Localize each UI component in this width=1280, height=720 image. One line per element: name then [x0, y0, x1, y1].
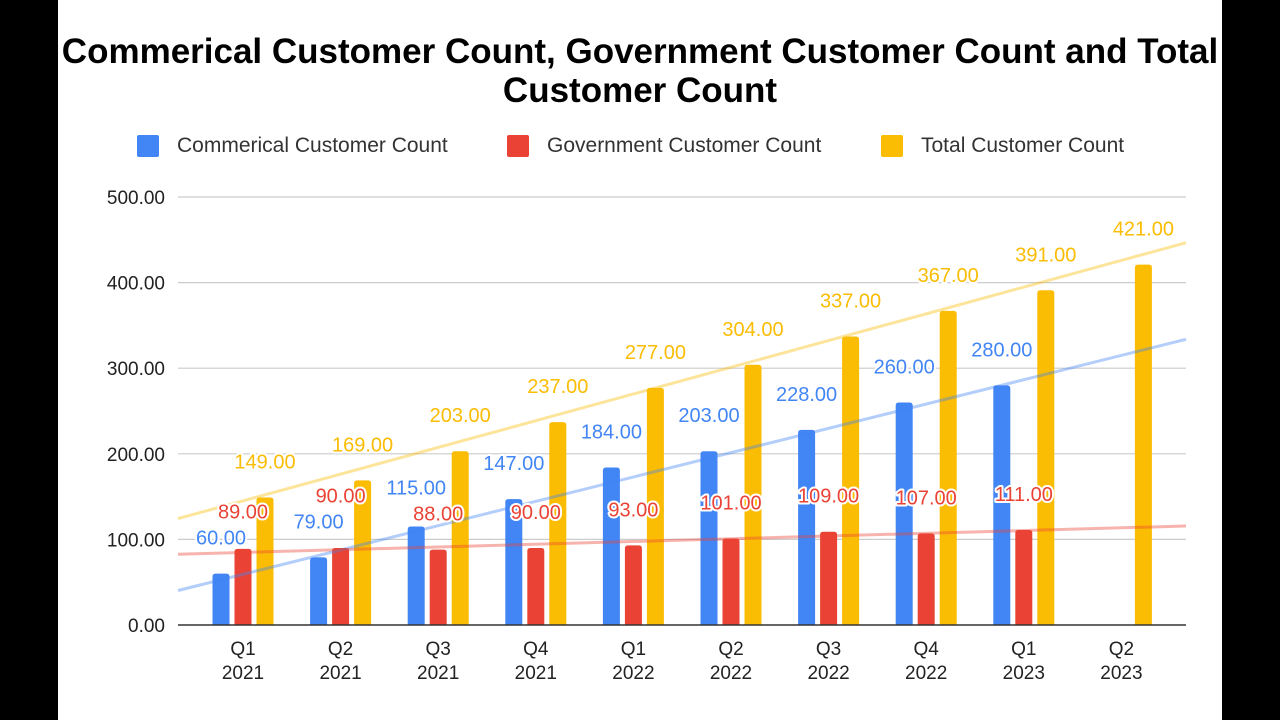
y-tick-label: 0.00	[128, 616, 165, 637]
legend-item: Government Customer Count	[507, 134, 821, 158]
x-tick-label: 2021	[417, 663, 459, 684]
bar	[1015, 529, 1033, 625]
y-tick-label: 200.00	[107, 445, 165, 466]
bar	[722, 538, 740, 625]
bar	[646, 387, 664, 625]
x-tick-label: 2022	[612, 663, 654, 684]
bar	[993, 385, 1011, 625]
data-label: 115.00	[386, 478, 446, 500]
legend-swatch	[507, 135, 529, 157]
legend-item: Total Customer Count	[881, 134, 1124, 158]
x-tick-label: 2021	[319, 663, 361, 684]
data-label: 60.00	[196, 528, 246, 550]
x-tick-label: Q4	[523, 639, 549, 660]
y-tick-label: 100.00	[107, 530, 165, 551]
y-tick-label: 500.00	[107, 188, 165, 209]
bar	[798, 429, 816, 625]
data-label: 89.00	[218, 502, 268, 524]
bar	[429, 549, 447, 625]
data-label: 88.00	[413, 504, 463, 526]
data-label: 79.00	[294, 511, 344, 533]
chart-title: Commerical Customer Count, Government Cu…	[61, 32, 1219, 110]
data-label: 391.00	[1015, 244, 1076, 266]
trendline	[177, 524, 1187, 556]
data-label: 90.00	[511, 502, 561, 524]
x-tick-label: 2022	[710, 663, 752, 684]
data-label: 421.00	[1113, 219, 1174, 241]
y-tick-label: 400.00	[107, 274, 165, 295]
x-tick-label: Q1	[621, 639, 646, 660]
legend-swatch	[881, 135, 903, 157]
legend-label: Commerical Customer Count	[177, 134, 448, 157]
data-label: 203.00	[430, 405, 491, 427]
trendline	[177, 337, 1187, 592]
bar	[744, 364, 762, 625]
x-tick-label: Q1	[230, 639, 255, 660]
data-label: 203.00	[678, 405, 739, 427]
x-tick-label: 2021	[515, 663, 557, 684]
bar	[939, 310, 957, 625]
data-label: 93.00	[608, 499, 658, 521]
bar	[895, 402, 913, 625]
bar	[917, 533, 935, 625]
data-label: 228.00	[776, 384, 837, 406]
x-tick-label: Q1	[1011, 639, 1036, 660]
x-tick-label: Q3	[816, 639, 841, 660]
bar	[310, 557, 328, 625]
x-tick-label: 2022	[807, 663, 849, 684]
bar	[212, 573, 230, 625]
legend: Commerical Customer Count Government Cust…	[0, 134, 1280, 164]
data-label: 367.00	[918, 265, 979, 287]
x-tick-label: Q2	[718, 639, 743, 660]
trendline	[177, 241, 1187, 521]
x-tick-label: Q2	[1109, 639, 1134, 660]
bar	[234, 548, 252, 625]
bar	[451, 451, 469, 625]
bar	[842, 336, 860, 625]
bar	[332, 547, 350, 625]
data-label: 149.00	[234, 451, 295, 473]
data-label: 277.00	[625, 342, 686, 364]
data-label: 184.00	[581, 421, 642, 443]
x-tick-label: Q4	[914, 639, 940, 660]
bar	[549, 422, 567, 625]
x-tick-label: 2023	[1003, 663, 1045, 684]
y-tick-label: 300.00	[107, 359, 165, 380]
bar	[256, 497, 274, 625]
x-tick-label: 2023	[1100, 663, 1142, 684]
legend-item: Commerical Customer Count	[137, 134, 448, 158]
legend-label: Government Customer Count	[547, 134, 822, 157]
data-label: 109.00	[798, 486, 859, 508]
legend-swatch	[137, 135, 159, 157]
bar	[407, 526, 425, 625]
data-label: 101.00	[700, 493, 761, 515]
data-label: 237.00	[527, 376, 588, 398]
bar	[354, 480, 372, 625]
data-label: 337.00	[820, 291, 881, 313]
x-tick-label: 2022	[905, 663, 947, 684]
bar	[700, 451, 718, 625]
data-label: 111.00	[995, 484, 1053, 506]
bar	[1037, 290, 1055, 625]
data-label: 107.00	[896, 487, 957, 509]
data-label: 260.00	[874, 356, 935, 378]
bar	[505, 499, 523, 625]
data-label: 90.00	[316, 485, 366, 507]
bar	[527, 547, 545, 625]
data-label: 304.00	[722, 319, 783, 341]
data-label: 147.00	[483, 453, 544, 475]
x-tick-label: Q2	[328, 639, 353, 660]
bar	[602, 467, 620, 625]
bar	[1134, 264, 1152, 625]
data-label: 280.00	[971, 339, 1032, 361]
bar	[624, 545, 642, 625]
legend-label: Total Customer Count	[921, 134, 1125, 157]
x-tick-label: Q3	[426, 639, 451, 660]
bar	[820, 531, 838, 625]
data-label: 169.00	[332, 434, 393, 456]
x-tick-label: 2021	[222, 663, 264, 684]
